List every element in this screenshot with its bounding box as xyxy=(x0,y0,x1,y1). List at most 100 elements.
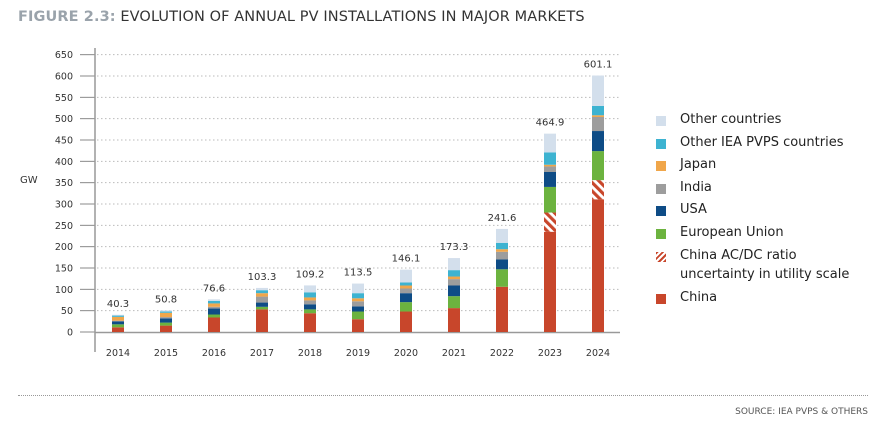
y-tick-label: 0 xyxy=(67,328,73,339)
legend-swatch xyxy=(656,116,666,126)
bar-segment-china-2021 xyxy=(448,308,460,332)
bar-segment-usa-2023 xyxy=(544,172,556,187)
bar-segment-usa-2017 xyxy=(256,302,268,307)
legend-swatch xyxy=(656,293,666,304)
y-tick-label: 200 xyxy=(55,242,73,253)
bar-segment-india-2017 xyxy=(256,296,268,303)
bar-segment-european-union-2024 xyxy=(592,151,604,181)
figure-label: FIGURE 2.3: xyxy=(18,9,116,25)
legend-swatch xyxy=(656,161,666,172)
source-note: SOURCE: IEA PVPS & OTHERS xyxy=(735,407,868,417)
total-label-2022: 241.6 xyxy=(488,213,517,224)
bar-segment-other-countries-2016 xyxy=(208,299,220,301)
bar-segment-china-2016 xyxy=(208,317,220,332)
legend-label: Other IEA PVPS countries xyxy=(680,134,844,150)
bar-segment-other-countries-2020 xyxy=(400,269,412,283)
bar-segment-usa-2020 xyxy=(400,293,412,303)
legend-label: Other countries xyxy=(680,112,782,127)
x-tick-label-2020: 2020 xyxy=(394,348,418,359)
y-tick-label: 150 xyxy=(55,264,73,275)
bar-segment-other-iea-pvps-countries-2014 xyxy=(112,315,124,317)
bar-segment-japan-2022 xyxy=(496,249,508,252)
y-tick-label: 500 xyxy=(55,114,73,125)
bar-segment-china-2020 xyxy=(400,311,412,332)
legend-item: China xyxy=(656,290,876,313)
figure-title-text: EVOLUTION OF ANNUAL PV INSTALLATIONS IN … xyxy=(120,9,585,25)
bar-segment-european-union-2015 xyxy=(160,322,172,326)
legend-item: China AC/DC ratio uncertainty in utility… xyxy=(656,248,876,290)
bar-segment-other-countries-2019 xyxy=(352,283,364,294)
legend-swatch xyxy=(656,228,666,239)
bar-segment-other-iea-pvps-countries-2020 xyxy=(400,282,412,286)
bar-segment-other-countries-2015 xyxy=(160,310,172,312)
total-label-2024: 601.1 xyxy=(584,60,613,71)
bar-segment-china-2022 xyxy=(496,286,508,332)
footer-divider xyxy=(18,395,868,396)
bar-segment-china-2019 xyxy=(352,319,364,332)
bar-segment-other-iea-pvps-countries-2016 xyxy=(208,300,220,304)
legend-item: Other countries xyxy=(656,112,876,135)
x-tick-label-2017: 2017 xyxy=(250,348,274,359)
legend-item: Japan xyxy=(656,157,876,180)
legend: Other countries Other IEA PVPS countries J… xyxy=(656,112,876,312)
x-tick-label-2018: 2018 xyxy=(298,348,322,359)
bar-segment-usa-2024 xyxy=(592,131,604,152)
bar-segment-japan-2015 xyxy=(160,312,172,318)
bar-segment-european-union-2017 xyxy=(256,306,268,310)
bar-segment-usa-2016 xyxy=(208,308,220,315)
bar-segment-usa-2014 xyxy=(112,321,124,325)
y-axis-label: GW xyxy=(20,175,38,186)
bar-segment-japan-2017 xyxy=(256,293,268,297)
y-tick-label: 50 xyxy=(61,306,73,317)
y-tick-label: 250 xyxy=(55,221,73,232)
bar-segment-other-iea-pvps-countries-2021 xyxy=(448,270,460,277)
x-tick-label-2014: 2014 xyxy=(106,348,130,359)
bar-segment-usa-2022 xyxy=(496,259,508,270)
bar-segment-japan-2014 xyxy=(112,316,124,321)
bar-segment-india-2022 xyxy=(496,251,508,260)
bar-segment-india-2019 xyxy=(352,301,364,307)
legend-label: China xyxy=(680,289,718,305)
bar-segment-india-2021 xyxy=(448,279,460,286)
bar-segment-other-countries-2022 xyxy=(496,228,508,243)
bar-segment-india-2015 xyxy=(160,317,172,319)
total-label-2015: 50.8 xyxy=(155,294,177,305)
bar-segment-european-union-2020 xyxy=(400,302,412,312)
x-tick-label-2016: 2016 xyxy=(202,348,226,359)
bar-segment-usa-2021 xyxy=(448,285,460,297)
y-tick-label: 450 xyxy=(55,136,73,147)
bar-segment-other-countries-2023 xyxy=(544,133,556,153)
bar-segment-india-2023 xyxy=(544,166,556,172)
legend-item: European Union xyxy=(656,225,876,248)
bar-segment-other-countries-2018 xyxy=(304,285,316,293)
legend-label: Japan xyxy=(680,157,717,173)
legend-label: USA xyxy=(680,202,707,218)
y-tick-label: 350 xyxy=(55,178,73,189)
bar-segment-india-2020 xyxy=(400,288,412,294)
bar-segment-other-iea-pvps-countries-2022 xyxy=(496,242,508,250)
legend-label: India xyxy=(680,179,712,195)
legend-label: European Union xyxy=(680,224,784,240)
bar-segment-other-iea-pvps-countries-2017 xyxy=(256,290,268,294)
y-tick-label: 300 xyxy=(55,200,73,211)
bar-segment-other-countries-2017 xyxy=(256,287,268,291)
bar-segment-japan-2016 xyxy=(208,303,220,307)
bar-segment-china-2024 xyxy=(592,199,604,332)
bar-segment-japan-2021 xyxy=(448,276,460,280)
total-label-2014: 40.3 xyxy=(107,299,129,310)
total-label-2017: 103.3 xyxy=(248,272,277,283)
legend-swatch xyxy=(656,183,666,194)
bar-segment-china-2014 xyxy=(112,327,124,332)
legend-item: Other IEA PVPS countries xyxy=(656,135,876,158)
bar-segment-european-union-2021 xyxy=(448,296,460,309)
total-label-2019: 113.5 xyxy=(344,268,373,279)
legend-swatch xyxy=(656,138,666,149)
bar-segment-usa-2015 xyxy=(160,318,172,323)
legend-swatch xyxy=(656,251,666,262)
bar-segment-european-union-2018 xyxy=(304,309,316,314)
bar-segment-usa-2019 xyxy=(352,306,364,312)
legend-item: India xyxy=(656,180,876,203)
bar-segment-india-2014 xyxy=(112,320,124,322)
bar-segment-japan-2019 xyxy=(352,298,364,302)
